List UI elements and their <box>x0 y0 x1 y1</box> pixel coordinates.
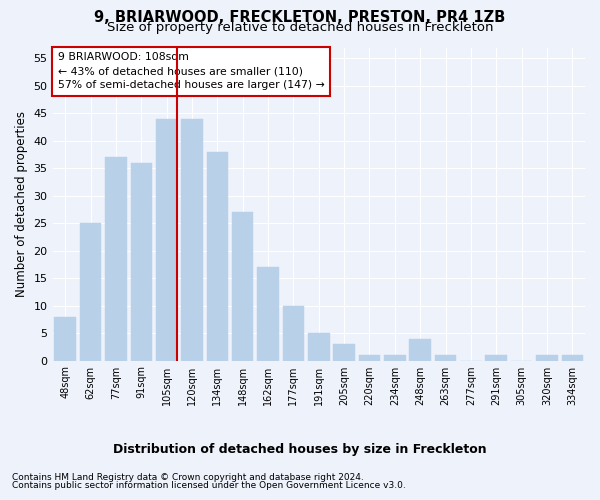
Bar <box>485 355 507 360</box>
Text: Distribution of detached houses by size in Freckleton: Distribution of detached houses by size … <box>113 442 487 456</box>
Bar <box>359 355 380 360</box>
Bar <box>105 158 127 360</box>
Bar <box>384 355 406 360</box>
Bar <box>131 163 152 360</box>
Bar <box>536 355 558 360</box>
Bar <box>334 344 355 360</box>
Bar <box>562 355 583 360</box>
Text: 9 BRIARWOOD: 108sqm
← 43% of detached houses are smaller (110)
57% of semi-detac: 9 BRIARWOOD: 108sqm ← 43% of detached ho… <box>58 52 325 90</box>
Bar <box>80 224 101 360</box>
Text: Size of property relative to detached houses in Freckleton: Size of property relative to detached ho… <box>107 21 493 34</box>
Bar <box>435 355 457 360</box>
Y-axis label: Number of detached properties: Number of detached properties <box>15 111 28 297</box>
Bar <box>308 333 329 360</box>
Bar <box>257 267 279 360</box>
Bar <box>283 306 304 360</box>
Bar <box>409 338 431 360</box>
Bar <box>55 316 76 360</box>
Bar <box>156 119 178 360</box>
Bar <box>206 152 228 360</box>
Text: 9, BRIARWOOD, FRECKLETON, PRESTON, PR4 1ZB: 9, BRIARWOOD, FRECKLETON, PRESTON, PR4 1… <box>94 10 506 25</box>
Bar <box>232 212 253 360</box>
Bar <box>181 119 203 360</box>
Text: Contains public sector information licensed under the Open Government Licence v3: Contains public sector information licen… <box>12 481 406 490</box>
Text: Contains HM Land Registry data © Crown copyright and database right 2024.: Contains HM Land Registry data © Crown c… <box>12 472 364 482</box>
